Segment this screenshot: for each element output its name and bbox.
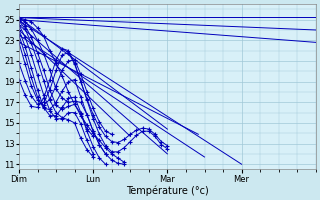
X-axis label: Température (°c): Température (°c) (126, 185, 209, 196)
